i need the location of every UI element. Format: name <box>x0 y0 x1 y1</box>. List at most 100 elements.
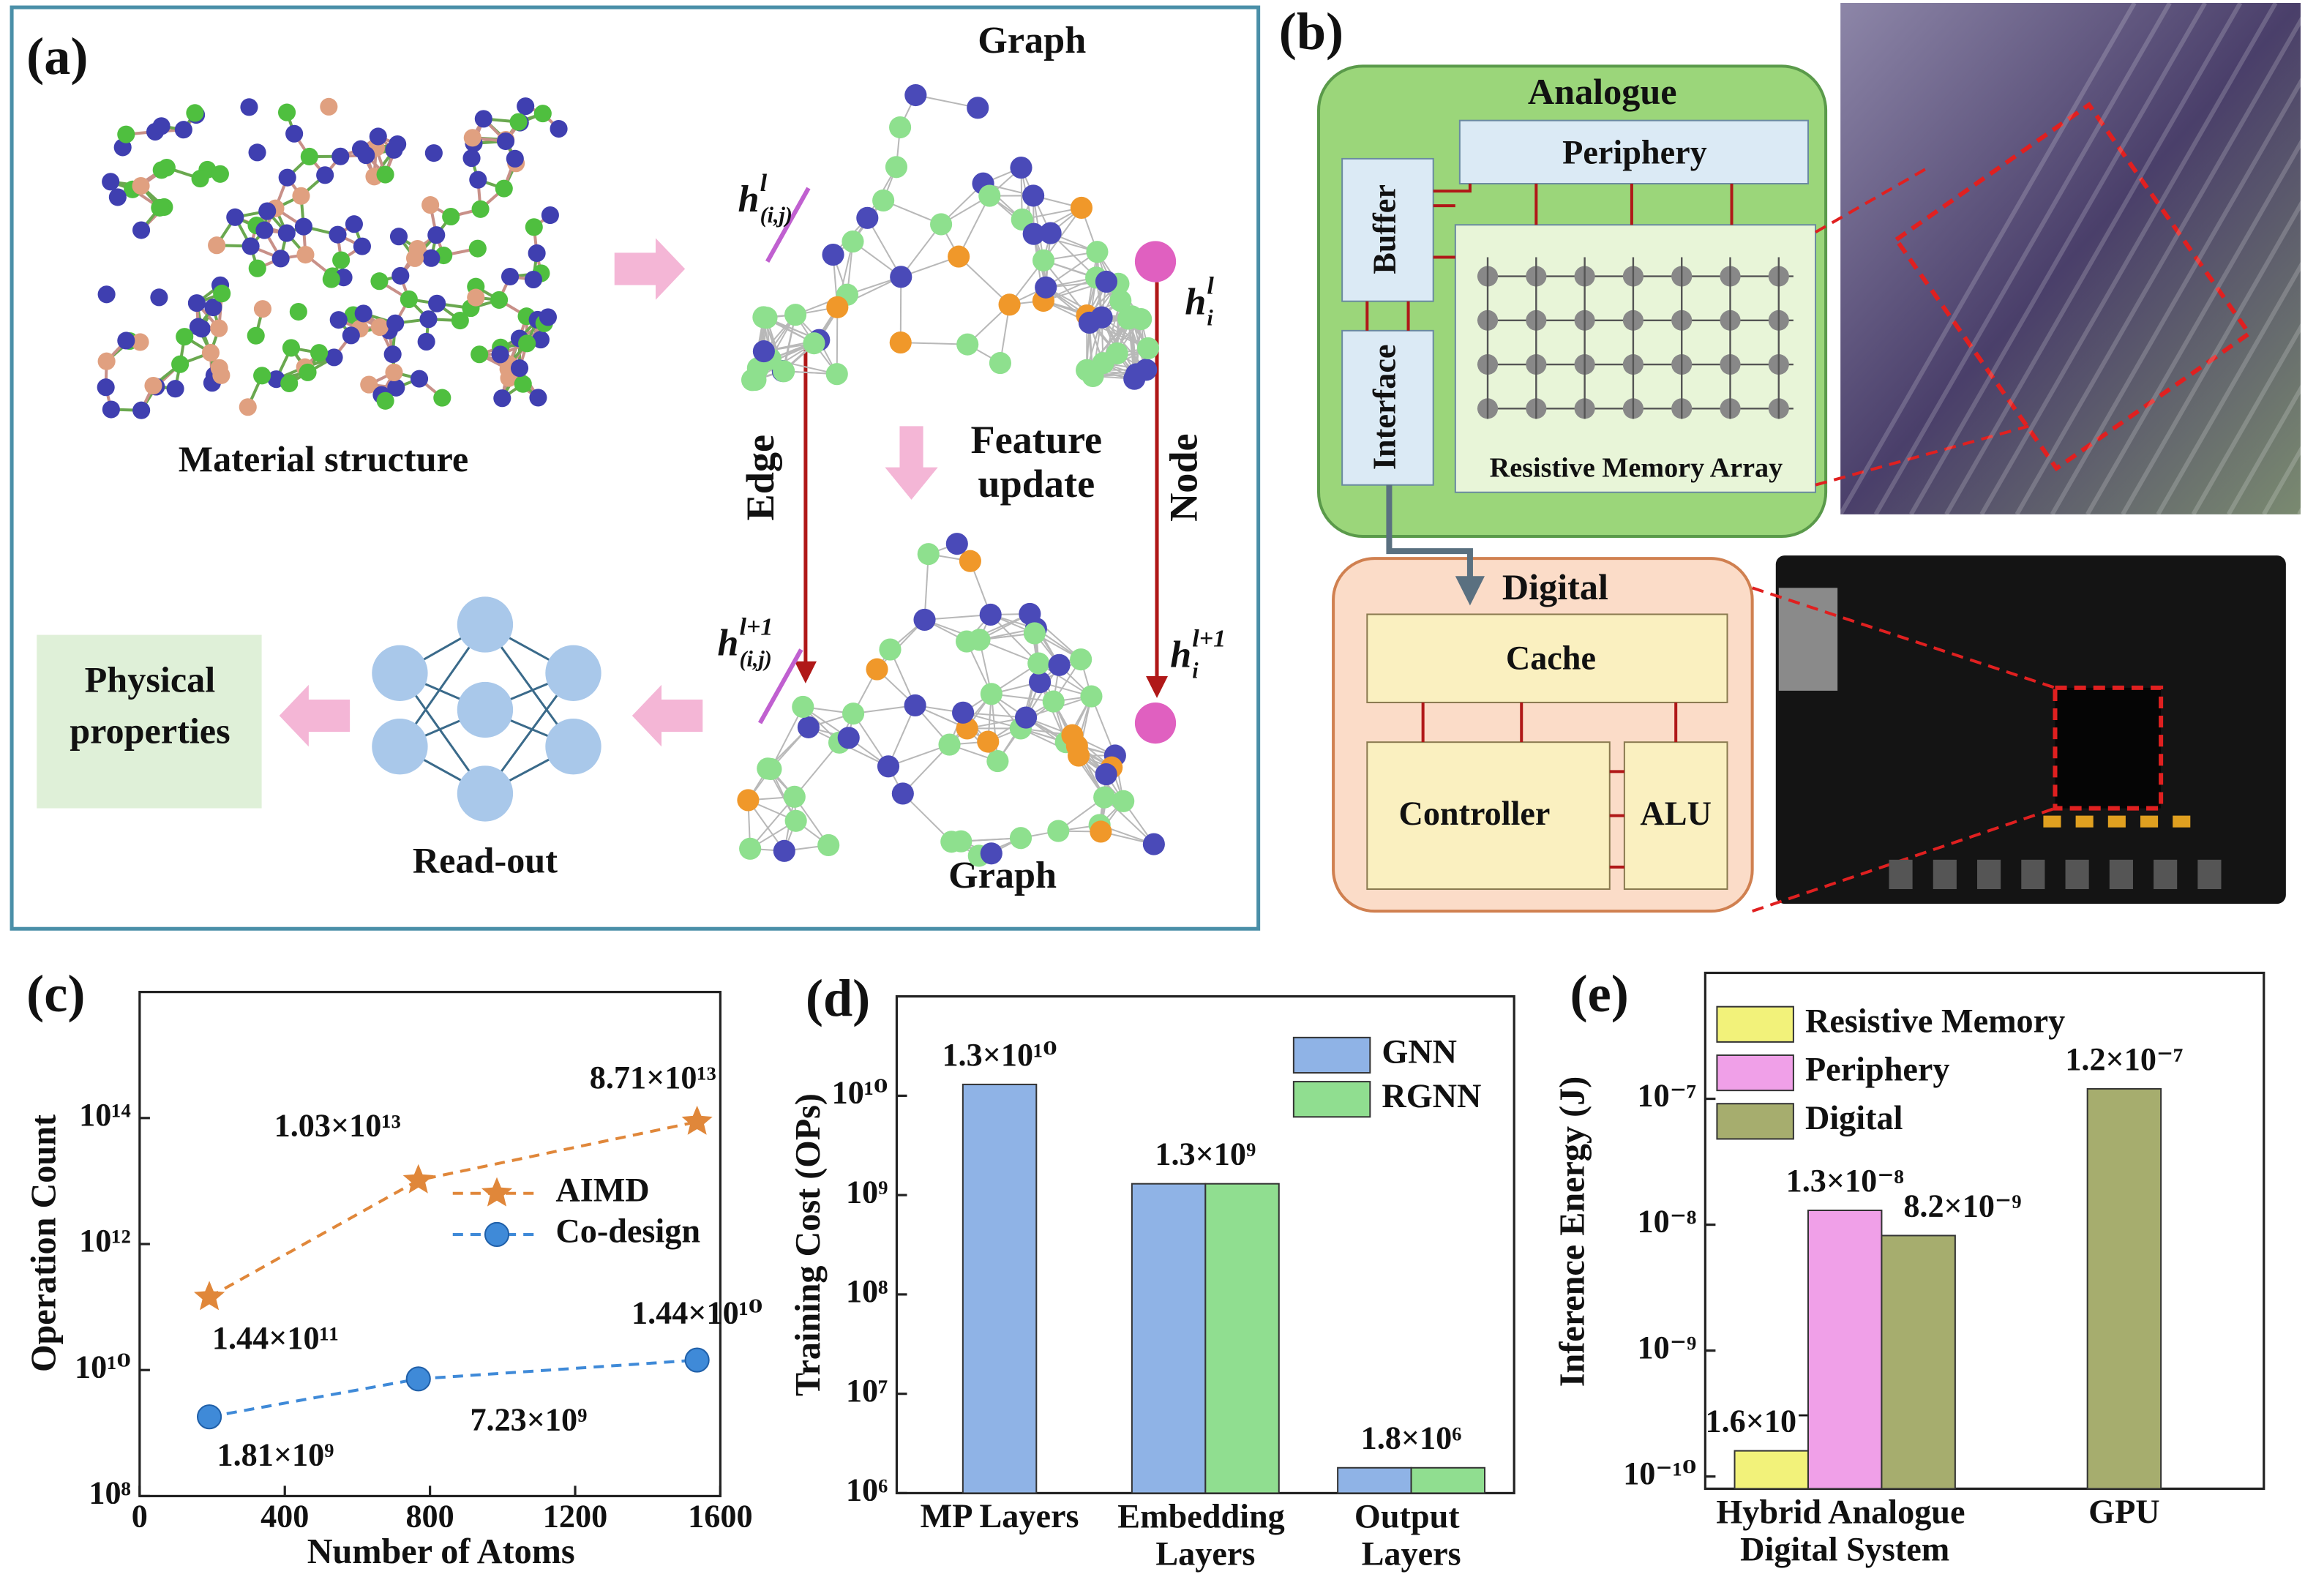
graph-node <box>1095 270 1118 293</box>
node-label: Node <box>1162 433 1206 521</box>
atom <box>467 288 485 307</box>
board-part <box>2109 859 2133 890</box>
atom <box>226 208 244 226</box>
chip-stripe <box>1908 1 2208 516</box>
chip-photo <box>1840 3 2301 514</box>
atom <box>296 246 315 264</box>
atom <box>201 343 220 362</box>
marker <box>405 1366 431 1392</box>
marker <box>402 1164 434 1194</box>
legend-label: Resistive Memory <box>1805 1002 2065 1039</box>
atom <box>300 147 318 166</box>
graph-node <box>979 603 1002 626</box>
board-part <box>2043 815 2061 828</box>
properties-label: properties <box>70 711 230 752</box>
atom <box>433 389 451 407</box>
legend-label: GNN <box>1382 1033 1457 1071</box>
chip-stripe <box>2050 70 2305 516</box>
graph-node <box>1022 222 1045 245</box>
atom <box>389 135 407 154</box>
analogue-label: Analogue <box>1528 71 1677 112</box>
arrow <box>631 684 703 747</box>
x-tick-label: Output Layers <box>1354 1497 1468 1572</box>
atom <box>387 378 405 397</box>
highlight-node <box>1134 241 1177 282</box>
board-port <box>1778 588 1838 691</box>
chip-stripe <box>2191 315 2305 516</box>
atom <box>345 215 363 233</box>
graph-node <box>792 695 814 719</box>
atom <box>353 237 371 255</box>
atom <box>176 328 194 346</box>
controller-label: Controller <box>1398 795 1550 832</box>
nn-node <box>545 719 601 775</box>
atom <box>211 165 229 183</box>
graph-node <box>1080 685 1103 708</box>
marker <box>481 1177 513 1207</box>
graph-node <box>1078 311 1101 334</box>
graph-node <box>1093 786 1116 809</box>
graph-node <box>1112 790 1135 812</box>
board-part <box>2173 815 2191 828</box>
atom <box>117 125 135 143</box>
array-label: Resistive Memory Array <box>1490 452 1783 483</box>
properties-label: Physical <box>85 659 216 700</box>
atom <box>471 200 490 218</box>
chip-stripe <box>1838 1 2137 516</box>
legend-swatch <box>1716 1054 1794 1092</box>
atom <box>474 110 492 128</box>
graph-title: Graph <box>978 19 1086 61</box>
atom <box>550 119 568 138</box>
line <box>209 1358 697 1419</box>
atom <box>210 319 228 337</box>
graph-node <box>948 245 970 268</box>
h-sup: l <box>760 170 768 197</box>
atom <box>389 228 408 246</box>
graph-node <box>877 755 900 778</box>
atom <box>468 239 487 258</box>
atom <box>533 105 552 123</box>
atom <box>541 206 559 225</box>
graph-node <box>1090 820 1112 843</box>
marker <box>484 1221 510 1248</box>
atom <box>289 302 307 321</box>
y-axis-label: Operation Count <box>24 1114 63 1372</box>
atom <box>174 121 192 139</box>
atom <box>370 272 389 291</box>
graph-node <box>930 213 953 236</box>
atom <box>171 355 190 373</box>
h-sup: l+1 <box>1192 625 1226 652</box>
graph-edge <box>1101 317 1147 370</box>
material-label: Material structure <box>179 438 468 479</box>
bar <box>2086 1087 2162 1490</box>
atom <box>506 149 524 168</box>
nn-node <box>457 681 514 738</box>
graph-node <box>879 638 902 661</box>
board-photo <box>1775 555 2286 904</box>
readout-label: Read-out <box>413 839 558 880</box>
atom <box>278 103 296 121</box>
graph-node <box>913 608 936 631</box>
atom <box>240 98 258 116</box>
atom <box>428 294 446 312</box>
graph-node <box>952 701 975 724</box>
atom <box>525 218 543 236</box>
graph-node <box>980 683 1002 705</box>
buffer-box <box>1341 157 1434 302</box>
bar <box>1204 1183 1280 1494</box>
atom <box>152 117 170 135</box>
graph-node <box>938 733 961 756</box>
graph-node <box>1023 622 1046 645</box>
data-label: 1.8×10⁶ <box>1361 1420 1462 1456</box>
atom <box>131 333 149 351</box>
marker <box>196 1404 222 1430</box>
x-axis-label: Number of Atoms <box>307 1532 575 1571</box>
graph-node <box>866 658 888 681</box>
graph-node <box>739 837 762 860</box>
arrow <box>614 238 686 300</box>
chip-stripe <box>1944 1 2243 516</box>
atom <box>495 179 513 198</box>
nn-node <box>545 645 601 701</box>
h-symbol: h <box>1170 634 1191 676</box>
